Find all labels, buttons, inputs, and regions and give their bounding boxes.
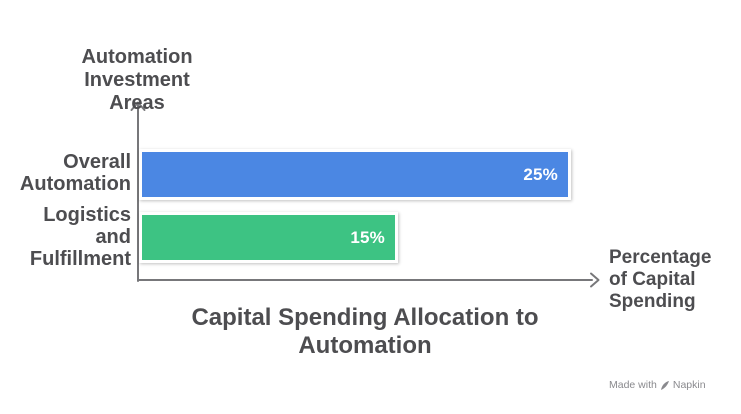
y-axis-title: Automation Investment Areas — [27, 46, 247, 115]
x-axis-title-line-1: Percentage — [609, 247, 712, 268]
y-axis-title-line-2: Areas — [109, 92, 165, 114]
y-axis-title-line-1: Automation Investment — [81, 46, 193, 91]
x-axis-title-line-3: Spending — [609, 291, 696, 312]
category-label-logistics-fulfillment: Logistics and Fulfillment — [1, 204, 131, 270]
bar-logistics-fulfillment: 15% — [139, 212, 398, 263]
bar-value-label: 25% — [523, 164, 558, 184]
x-axis-title-line-2: of Capital — [609, 269, 696, 290]
watermark-prefix: Made with — [609, 379, 657, 391]
bar-overall-automation: 25% — [139, 149, 571, 200]
category-label-line: and — [95, 226, 131, 248]
category-label-overall-automation: Overall Automation — [1, 151, 131, 195]
category-label-line: Logistics — [43, 204, 131, 226]
x-axis-arrow-icon — [590, 272, 600, 288]
chart-title-line-1: Capital Spending Allocation to — [191, 304, 539, 331]
chart-title: Capital Spending Allocation to Automatio… — [35, 304, 695, 360]
category-label-line: Automation — [19, 173, 131, 195]
chart-title-line-2: Automation — [298, 332, 432, 359]
category-label-line: Overall — [63, 151, 131, 173]
bar-value-label: 15% — [350, 227, 385, 247]
category-label-line: Fulfillment — [29, 248, 131, 270]
napkin-watermark[interactable]: Made with Napkin — [609, 379, 706, 391]
x-axis-title: Percentage of Capital Spending — [609, 247, 734, 313]
napkin-logo-icon — [660, 380, 669, 390]
watermark-brand: Napkin — [672, 379, 706, 391]
